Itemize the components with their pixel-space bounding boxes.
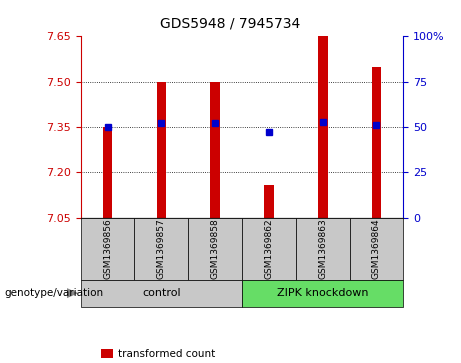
Text: control: control (142, 288, 181, 298)
Bar (296, 218, 349, 280)
Bar (349, 218, 403, 280)
Bar (318, 33, 327, 218)
Text: GSM1369856: GSM1369856 (103, 218, 112, 279)
Bar (210, 82, 220, 218)
Bar (242, 218, 296, 280)
Text: GSM1369857: GSM1369857 (157, 218, 166, 279)
Text: GSM1369863: GSM1369863 (318, 218, 327, 279)
Text: GDS5948 / 7945734: GDS5948 / 7945734 (160, 17, 301, 30)
Text: genotype/variation: genotype/variation (5, 288, 104, 298)
Text: GSM1369864: GSM1369864 (372, 218, 381, 279)
Bar (81, 218, 135, 280)
Text: GSM1369862: GSM1369862 (265, 218, 273, 279)
Bar (188, 218, 242, 280)
Bar (264, 184, 274, 218)
Bar (156, 82, 166, 218)
Bar (103, 127, 112, 218)
Bar (242, 280, 403, 307)
Text: GSM1369858: GSM1369858 (211, 218, 219, 279)
Text: transformed count: transformed count (118, 349, 215, 359)
Text: ZIPK knockdown: ZIPK knockdown (277, 288, 368, 298)
Bar (135, 218, 188, 280)
Polygon shape (67, 288, 78, 298)
Bar (81, 280, 242, 307)
Bar (372, 66, 381, 218)
